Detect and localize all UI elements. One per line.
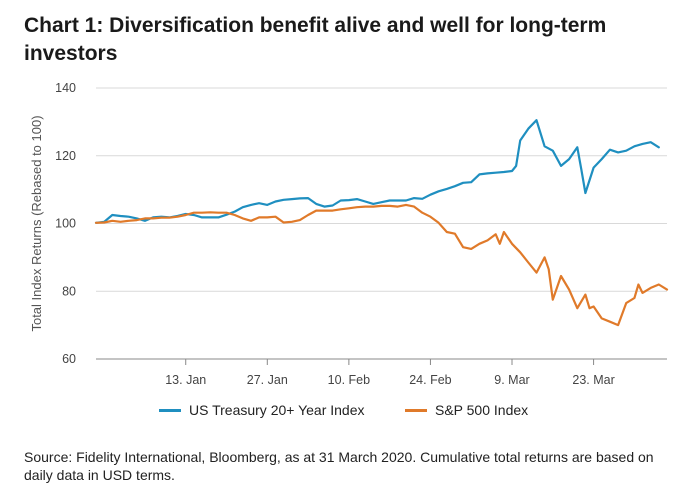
x-tick-label: 27. Jan — [247, 373, 288, 387]
y-tick-label-140: 140 — [55, 81, 76, 95]
source-note: Source: Fidelity International, Bloomber… — [24, 449, 654, 483]
y-axis-title: Total Index Returns (Rebased to 100) — [29, 115, 44, 331]
x-axis-ticks: 13. Jan 27. Jan 10. Feb 24. Feb 9. Mar 23. Ma… — [165, 359, 615, 387]
chart-title: Chart 1: Diversification benefit alive a… — [24, 14, 607, 65]
y-tick-label-80: 80 — [62, 284, 76, 298]
x-tick-label: 13. Jan — [165, 373, 206, 387]
series-line-treasury — [94, 119, 660, 224]
chart-legend: US Treasury 20+ Year Index S&P 500 Index — [0, 402, 691, 422]
y-axis-ticks: 60 80 100 120 140 — [55, 81, 76, 366]
x-tick-label: 23. Mar — [572, 373, 614, 387]
y-tick-label-60: 60 — [62, 352, 76, 366]
series-lines — [94, 119, 669, 327]
gridlines — [96, 87, 667, 292]
legend-item-sp500[interactable]: S&P 500 Index — [405, 402, 528, 418]
x-tick-label: 24. Feb — [409, 373, 451, 387]
legend-label-treasury: US Treasury 20+ Year Index — [189, 402, 365, 418]
y-tick-label-100: 100 — [55, 217, 76, 231]
y-tick-label-120: 120 — [55, 149, 76, 163]
x-tick-label: 10. Feb — [328, 373, 370, 387]
legend-item-treasury[interactable]: US Treasury 20+ Year Index — [159, 402, 365, 418]
legend-swatch-treasury — [159, 408, 181, 412]
series-line-sp500 — [94, 203, 669, 327]
legend-swatch-sp500 — [405, 408, 427, 412]
legend-label-sp500: S&P 500 Index — [435, 402, 529, 418]
line-chart: 60 80 100 120 140 13. Jan 27. Jan 10. Feb 24. F… — [29, 81, 669, 387]
x-tick-label: 9. Mar — [494, 373, 529, 387]
